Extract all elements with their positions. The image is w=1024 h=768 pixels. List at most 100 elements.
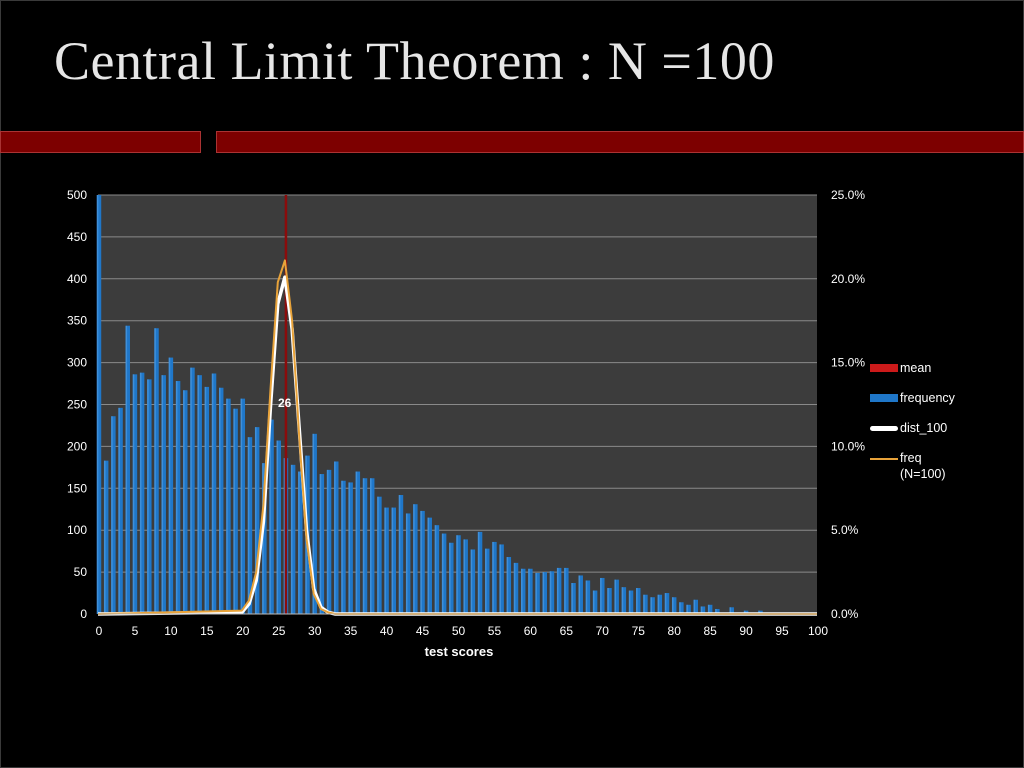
frequency-bar-highlight <box>520 568 523 614</box>
frequency-bar <box>175 381 181 614</box>
frequency-bar <box>420 510 425 614</box>
frequency-bar-highlight <box>643 594 645 614</box>
frequency-bar-highlight <box>528 568 530 614</box>
legend-label: frequency <box>900 391 955 405</box>
frequency-bars <box>96 195 763 614</box>
frequency-bar <box>377 496 382 614</box>
frequency-bar <box>384 507 389 614</box>
mean-value-label: 26 <box>278 396 292 410</box>
frequency-bar-highlight <box>369 478 372 614</box>
frequency-bar <box>298 471 303 614</box>
frequency-bar-highlight <box>420 510 422 614</box>
frequency-bar-highlight <box>556 567 559 614</box>
frequency-bar <box>449 542 454 614</box>
frequency-bar <box>427 517 432 614</box>
frequency-bar <box>276 440 281 614</box>
frequency-bar-highlight <box>636 588 638 614</box>
frequency-bar <box>355 471 361 614</box>
frequency-bar <box>413 504 418 614</box>
x-tick-label: 15 <box>200 624 214 638</box>
frequency-bar <box>362 478 368 614</box>
frequency-bar <box>477 531 483 614</box>
frequency-bar <box>247 437 253 614</box>
frequency-bar-highlight <box>427 517 430 614</box>
freq-n100-line <box>97 259 817 615</box>
frequency-bar-highlight <box>96 195 99 614</box>
frequency-bar <box>434 525 440 614</box>
frequency-bar <box>535 572 540 614</box>
frequency-bar <box>585 580 591 614</box>
frequency-bar <box>132 374 138 614</box>
frequency-bar-highlight <box>398 495 401 614</box>
frequency-bar-highlight <box>564 567 566 614</box>
frequency-bar-highlight <box>585 580 588 614</box>
frequency-bar <box>693 599 698 614</box>
frequency-bar-highlight <box>175 381 178 614</box>
frequency-bar-highlight <box>319 474 322 614</box>
frequency-bar <box>326 469 332 614</box>
x-tick-label: 20 <box>236 624 250 638</box>
frequency-bar-highlight <box>348 482 350 614</box>
x-tick-label: 100 <box>808 624 828 638</box>
frequency-bar <box>211 373 217 614</box>
x-tick-label: 95 <box>775 624 789 638</box>
y2-tick-label: 5.0% <box>831 523 859 537</box>
frequency-bar <box>348 482 353 614</box>
frequency-bar-highlight <box>449 542 451 614</box>
frequency-bar <box>168 357 174 614</box>
y-tick-label: 50 <box>74 565 88 579</box>
frequency-bar <box>686 604 691 614</box>
frequency-bar <box>262 463 267 614</box>
frequency-bar-highlight <box>671 597 674 614</box>
frequency-bar-highlight <box>470 549 473 614</box>
x-axis-title: test scores <box>425 644 494 659</box>
frequency-bar <box>528 568 533 614</box>
frequency-bar <box>125 325 130 614</box>
frequency-bar <box>715 608 720 614</box>
x-tick-label: 70 <box>596 624 610 638</box>
x-tick-label: 90 <box>739 624 753 638</box>
frequency-bar-highlight <box>197 375 199 614</box>
x-tick-label: 55 <box>488 624 502 638</box>
frequency-bar-highlight <box>592 590 595 614</box>
frequency-bar-highlight <box>434 525 437 614</box>
frequency-bar-highlight <box>628 590 631 614</box>
frequency-bar-highlight <box>377 496 379 614</box>
frequency-bar-highlight <box>326 469 329 614</box>
frequency-bar <box>290 464 296 614</box>
frequency-bar <box>147 379 152 614</box>
frequency-bar <box>398 495 404 614</box>
frequency-bar-highlight <box>621 587 624 614</box>
frequency-bar <box>154 328 159 614</box>
frequency-bar <box>485 548 490 614</box>
frequency-bar <box>463 539 468 614</box>
frequency-bar <box>571 582 576 614</box>
frequency-bar-highlight <box>384 507 386 614</box>
frequency-bar-highlight <box>111 416 113 614</box>
frequency-bar-highlight <box>161 375 164 614</box>
x-tick-label: 35 <box>344 624 358 638</box>
frequency-bar-highlight <box>226 398 228 614</box>
frequency-bar-highlight <box>298 471 300 614</box>
y-tick-label: 400 <box>67 272 87 286</box>
frequency-bar-highlight <box>334 461 336 614</box>
frequency-bar-highlight <box>240 398 243 614</box>
frequency-bar-highlight <box>247 437 250 614</box>
x-tick-label: 75 <box>632 624 646 638</box>
y-tick-label: 300 <box>67 356 87 370</box>
frequency-bar-highlight <box>614 579 617 614</box>
y2-tick-label: 25.0% <box>831 188 865 202</box>
frequency-bar <box>103 460 109 614</box>
x-tick-label: 65 <box>560 624 574 638</box>
frequency-bar <box>700 606 706 614</box>
frequency-bar <box>197 375 202 614</box>
frequency-bar <box>233 408 238 614</box>
legend-swatch <box>870 364 898 372</box>
frequency-bar <box>96 195 102 614</box>
legend-label: mean <box>900 361 932 375</box>
x-tick-label: 30 <box>308 624 322 638</box>
frequency-bar-highlight <box>118 407 120 614</box>
legend-label: dist_100 <box>900 421 948 435</box>
frequency-bar-highlight <box>312 433 315 614</box>
